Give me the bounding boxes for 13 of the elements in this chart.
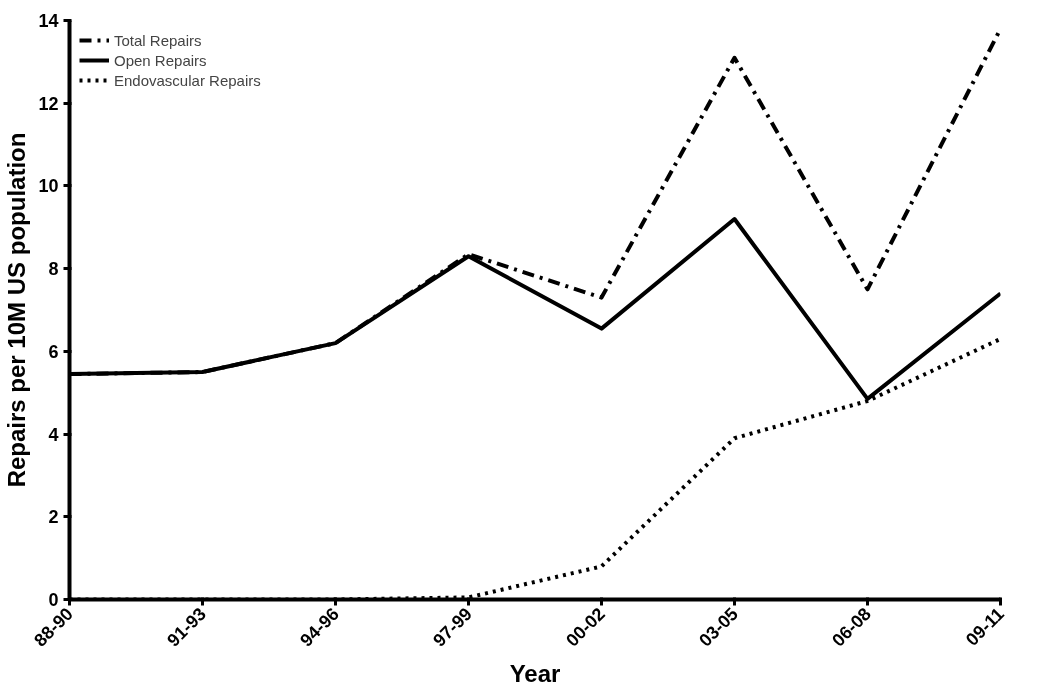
y-tick-label: 0	[48, 590, 59, 610]
y-tick-label: 6	[48, 341, 59, 362]
y-tick-label: 10	[38, 176, 59, 197]
y-tick-label: 2	[48, 507, 59, 528]
y-tick-label: 12	[38, 93, 59, 114]
y-tick-label: 8	[48, 259, 59, 280]
x-axis-title: Year	[509, 660, 561, 688]
y-axis-title: Repairs per 10M US population	[3, 132, 31, 488]
y-tick-label: 14	[38, 11, 59, 31]
legend-label: Endovascular Repairs	[114, 71, 261, 89]
legend-label: Open Repairs	[114, 51, 207, 69]
y-tick-label: 4	[48, 424, 59, 445]
legend-label: Total Repairs	[114, 31, 202, 49]
